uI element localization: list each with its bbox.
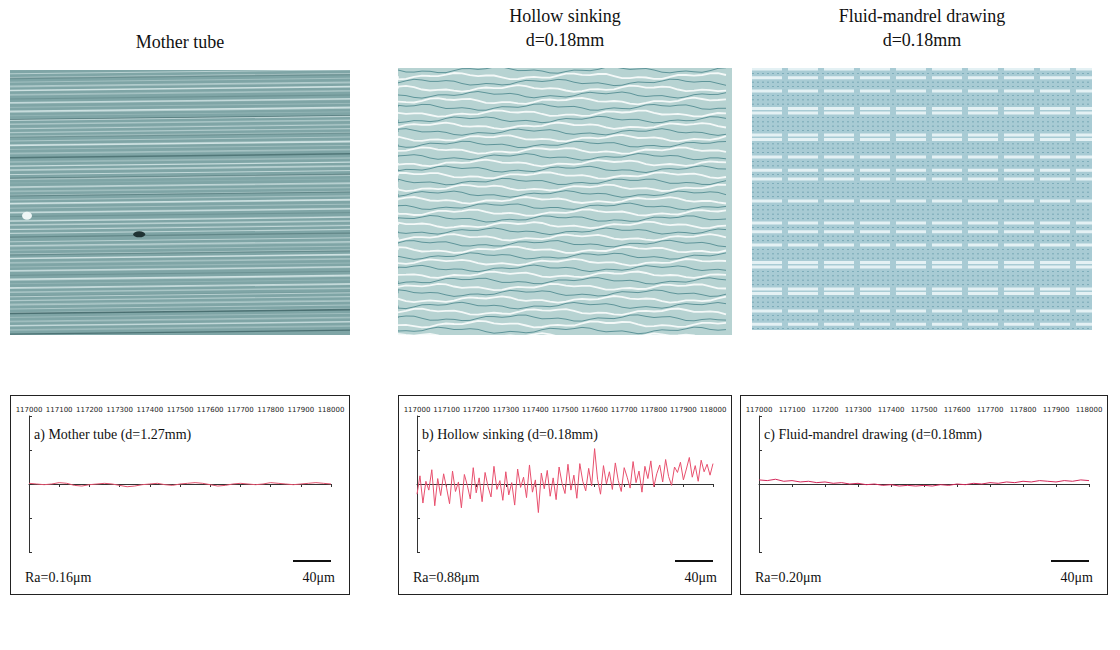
svg-text:117500: 117500 [552,406,579,414]
svg-text:117700: 117700 [977,406,1004,414]
svg-text:117800: 117800 [257,406,284,414]
svg-text:Ra=0.88μm: Ra=0.88μm [413,570,479,585]
svg-text:117200: 117200 [812,406,839,414]
svg-text:117000: 117000 [404,406,431,414]
svg-text:117100: 117100 [779,406,806,414]
svg-text:117300: 117300 [845,406,872,414]
svg-text:117100: 117100 [433,406,460,414]
html-text:Mother tube: Mother tube [135,32,225,52]
svg-text:117800: 117800 [640,406,667,414]
svg-text:117900: 117900 [287,406,314,414]
svg-text:118000: 118000 [1076,406,1103,414]
svg-text:117500: 117500 [167,406,194,414]
svg-text:117100: 117100 [46,406,73,414]
svg-text:117300: 117300 [106,406,133,414]
svg-text:40μm: 40μm [303,570,336,585]
svg-text:b) Hollow sinking (d=0.18mm): b) Hollow sinking (d=0.18mm) [422,427,598,443]
svg-text:117400: 117400 [878,406,905,414]
svg-text:117900: 117900 [670,406,697,414]
svg-text:117700: 117700 [227,406,254,414]
svg-text:117400: 117400 [136,406,163,414]
svg-text:117000: 117000 [746,406,773,414]
svg-text:a) Mother tube (d=1.27mm): a) Mother tube (d=1.27mm) [34,427,192,443]
svg-text:c) Fluid-mandrel drawing (d=0.: c) Fluid-mandrel drawing (d=0.18mm) [764,427,982,443]
svg-text:117800: 117800 [1010,406,1037,414]
html-text:d=0.18mm: d=0.18mm [525,30,605,50]
svg-text:Ra=0.20μm: Ra=0.20μm [755,570,821,585]
svg-text:117700: 117700 [611,406,638,414]
svg-text:Ra=0.16μm: Ra=0.16μm [25,570,91,585]
svg-text:117200: 117200 [76,406,103,414]
svg-text:117600: 117600 [581,406,608,414]
svg-text:118000: 118000 [318,406,345,414]
html-text:Hollow sinking: Hollow sinking [509,6,621,26]
svg-text:117000: 117000 [16,406,43,414]
svg-text:117600: 117600 [944,406,971,414]
svg-text:117500: 117500 [911,406,938,414]
svg-text:118000: 118000 [700,406,727,414]
svg-text:117400: 117400 [522,406,549,414]
svg-text:117600: 117600 [197,406,224,414]
svg-text:40μm: 40μm [1061,570,1094,585]
html-text:d=0.18mm: d=0.18mm [882,30,962,50]
html-text:Fluid-mandrel drawing: Fluid-mandrel drawing [838,6,1006,26]
svg-text:117200: 117200 [463,406,490,414]
svg-text:117900: 117900 [1043,406,1070,414]
svg-text:117300: 117300 [492,406,519,414]
svg-text:40μm: 40μm [685,570,718,585]
